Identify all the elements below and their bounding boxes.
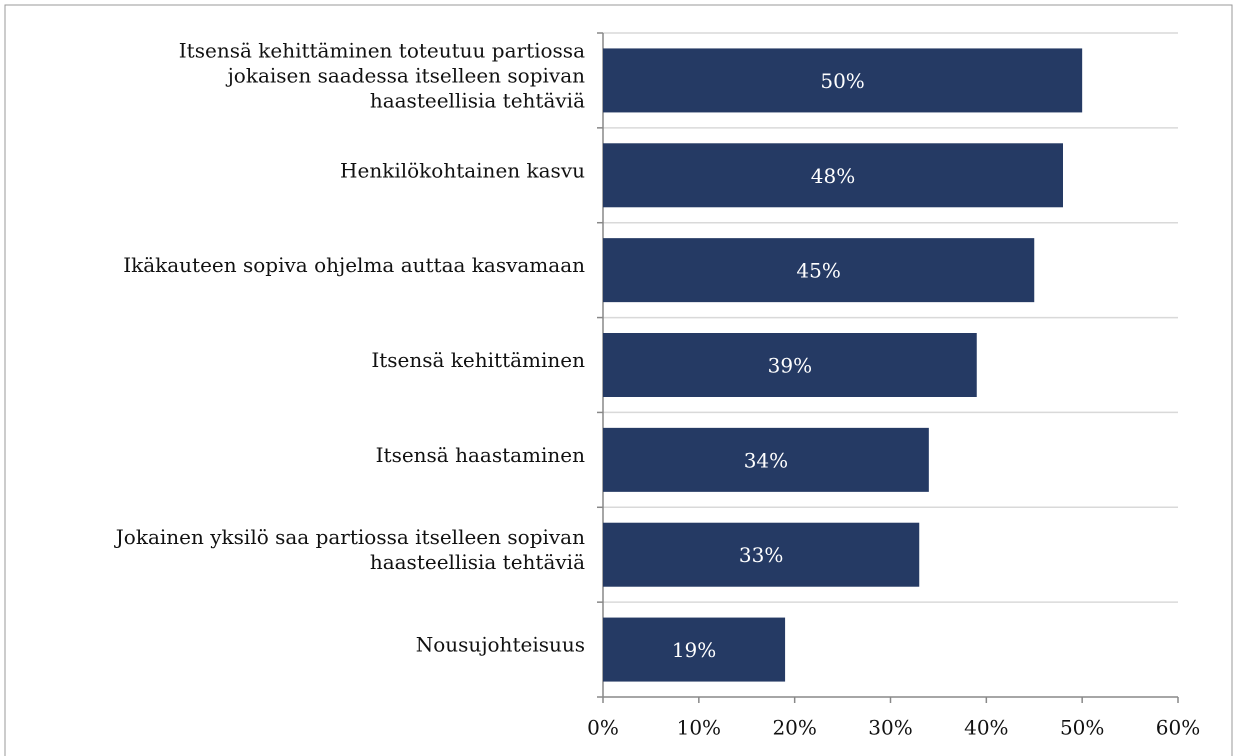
x-tick-label: 60%: [1156, 716, 1200, 740]
value-label: 19%: [672, 638, 716, 662]
x-tick-label: 50%: [1060, 716, 1104, 740]
y-tick-label: Nousujohteisuus: [416, 632, 585, 656]
bar: [603, 333, 977, 397]
value-label: 39%: [768, 354, 812, 378]
label-line: jokaisen saadessa itselleen sopivan: [226, 63, 586, 87]
value-label: 33%: [739, 543, 783, 567]
x-tick-label: 20%: [772, 716, 816, 740]
bar: [603, 617, 786, 682]
label-line: Henkilökohtainen kasvu: [340, 158, 585, 182]
y-tick-label: Itsensä kehittäminen: [371, 348, 585, 372]
label-line: Jokainen yksilö saa partiossa itselleen …: [114, 525, 585, 549]
y-tick-label: Ikäkauteen sopiva ohjelma auttaa kasvama…: [123, 253, 585, 277]
bar: [603, 427, 929, 492]
label-line: Itsensä kehittäminen toteutuu partiossa: [179, 38, 585, 62]
y-tick-label: Henkilökohtainen kasvu: [340, 158, 585, 182]
bar: [603, 48, 1083, 113]
x-tick-label: 10%: [677, 716, 721, 740]
bar: [603, 238, 1035, 303]
bar: [603, 143, 1063, 208]
x-tick-label: 0%: [587, 716, 619, 740]
label-line: haasteellisia tehtäviä: [370, 550, 585, 574]
value-label: 48%: [811, 164, 855, 188]
frame: [4, 4, 1233, 756]
label-line: Itsensä kehittäminen: [371, 348, 585, 372]
y-tick-label: Jokainen yksilö saa partiossa itselleen …: [114, 525, 585, 574]
value-label: 50%: [820, 69, 864, 93]
label-line: haasteellisia tehtäviä: [370, 88, 585, 112]
x-tick-label: 40%: [964, 716, 1008, 740]
y-tick-label: Itsensä kehittäminen toteutuu partiossa j…: [179, 38, 585, 112]
value-label: 45%: [796, 259, 840, 283]
y-tick-label: Itsensä haastaminen: [376, 442, 585, 466]
label-line: Ikäkauteen sopiva ohjelma auttaa kasvama…: [123, 253, 585, 277]
label-line: Itsensä haastaminen: [376, 442, 585, 466]
label-line: Nousujohteisuus: [416, 632, 585, 656]
x-tick-label: 30%: [868, 716, 912, 740]
bar: [603, 522, 920, 587]
value-label: 34%: [744, 448, 788, 472]
